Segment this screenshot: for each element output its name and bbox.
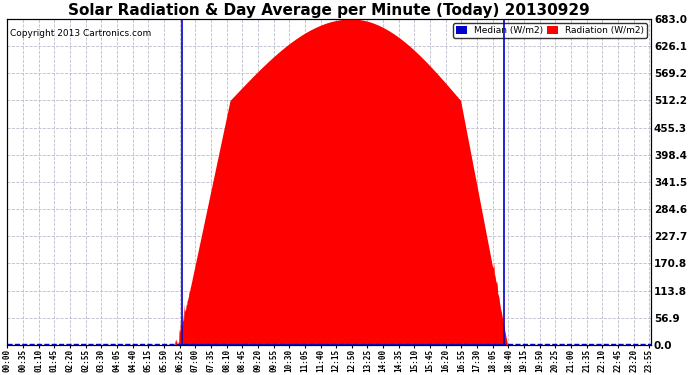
Legend: Median (W/m2), Radiation (W/m2): Median (W/m2), Radiation (W/m2) bbox=[453, 24, 647, 38]
Bar bbox=[181, 19, 504, 345]
Title: Solar Radiation & Day Average per Minute (Today) 20130929: Solar Radiation & Day Average per Minute… bbox=[68, 3, 590, 18]
Text: Copyright 2013 Cartronics.com: Copyright 2013 Cartronics.com bbox=[10, 29, 152, 38]
